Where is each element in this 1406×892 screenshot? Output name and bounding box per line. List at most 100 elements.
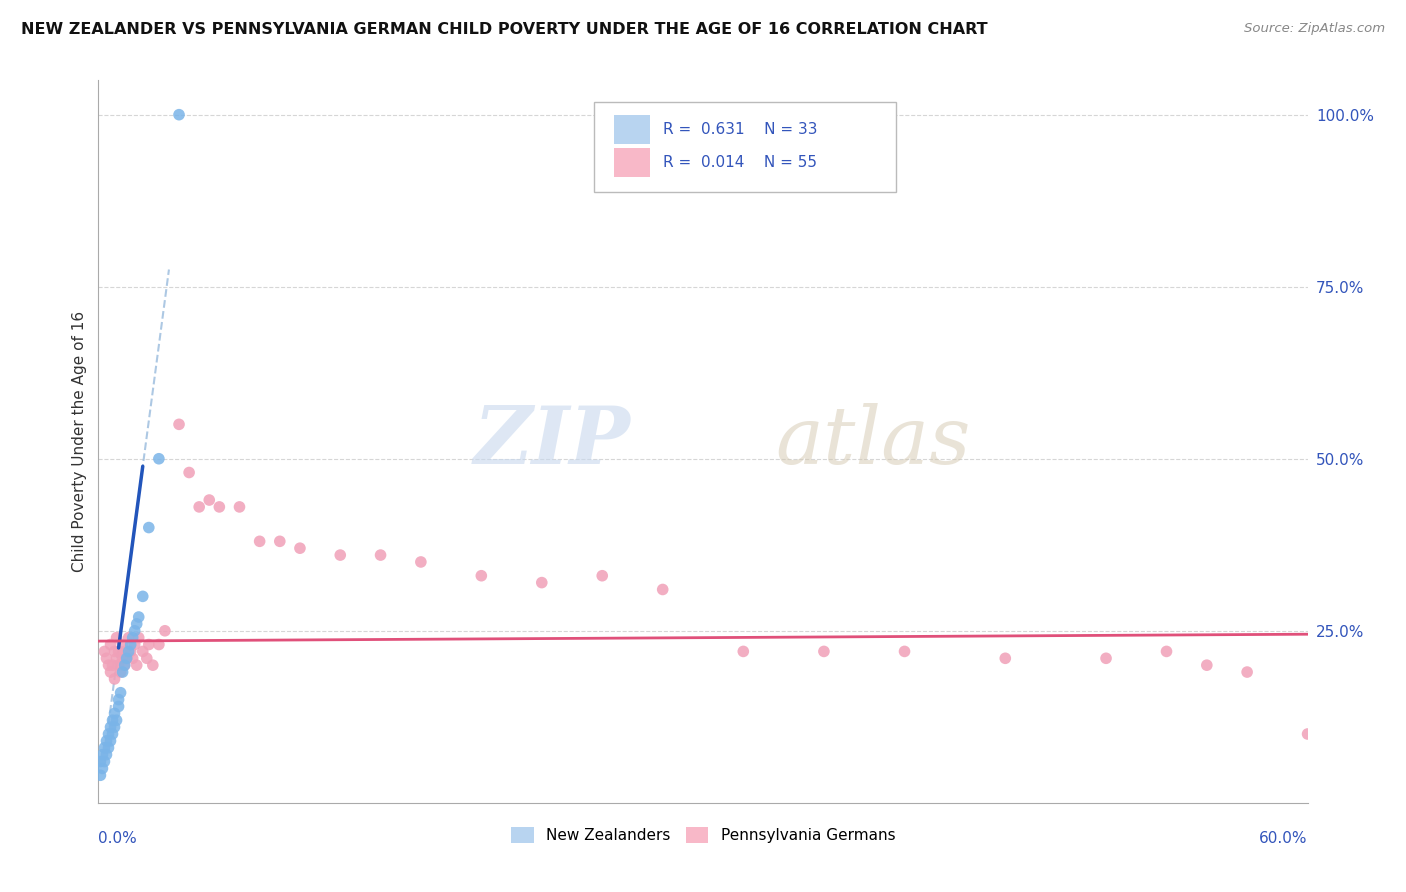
Point [591, 568, 613, 582]
Point [111, 665, 134, 679]
Point [470, 568, 492, 582]
Point [288, 541, 311, 556]
Point [96, 651, 118, 665]
FancyBboxPatch shape [595, 102, 897, 193]
Point [1156, 644, 1178, 658]
Point [124, 638, 146, 652]
Point [138, 520, 160, 534]
Point [132, 644, 155, 658]
Point [100, 734, 122, 748]
Point [813, 644, 835, 658]
Point [128, 631, 150, 645]
Point [269, 534, 291, 549]
Point [93, 740, 115, 755]
Point [111, 638, 134, 652]
Text: 0.0%: 0.0% [98, 830, 138, 846]
Point [103, 672, 125, 686]
FancyBboxPatch shape [613, 115, 650, 144]
Point [153, 624, 176, 638]
Point [148, 638, 170, 652]
Point [93, 755, 115, 769]
Text: R =  0.014    N = 55: R = 0.014 N = 55 [664, 155, 817, 170]
Point [89, 755, 111, 769]
Point [114, 658, 136, 673]
Point [101, 727, 124, 741]
Text: 60.0%: 60.0% [1260, 830, 1308, 846]
Point [115, 651, 138, 665]
Point [100, 665, 122, 679]
Point [1296, 727, 1319, 741]
Point [93, 644, 115, 658]
Point [91, 747, 114, 762]
Y-axis label: Child Poverty Under the Age of 16: Child Poverty Under the Age of 16 [72, 311, 87, 572]
Point [97, 658, 120, 673]
Point [135, 651, 157, 665]
Point [167, 108, 190, 122]
Point [125, 616, 148, 631]
Point [208, 500, 231, 514]
Point [179, 466, 201, 480]
Point [100, 638, 122, 652]
Text: Source: ZipAtlas.com: Source: ZipAtlas.com [1244, 22, 1385, 36]
Point [1236, 665, 1258, 679]
Point [96, 747, 118, 762]
Point [103, 706, 125, 721]
Point [111, 651, 134, 665]
Point [530, 575, 553, 590]
Point [1195, 658, 1218, 673]
Point [249, 534, 271, 549]
Point [198, 493, 221, 508]
Point [110, 686, 132, 700]
Point [733, 644, 755, 658]
Point [101, 658, 124, 673]
Text: NEW ZEALANDER VS PENNSYLVANIA GERMAN CHILD POVERTY UNDER THE AGE OF 16 CORRELATI: NEW ZEALANDER VS PENNSYLVANIA GERMAN CHI… [21, 22, 987, 37]
FancyBboxPatch shape [613, 148, 650, 178]
Point [118, 644, 141, 658]
Point [103, 644, 125, 658]
Point [148, 451, 170, 466]
Point [994, 651, 1017, 665]
Point [120, 644, 142, 658]
Point [97, 740, 120, 755]
Point [89, 768, 111, 782]
Point [124, 624, 146, 638]
Point [105, 651, 128, 665]
Point [167, 417, 190, 432]
Point [110, 665, 132, 679]
Point [120, 638, 142, 652]
Point [188, 500, 211, 514]
Point [107, 644, 129, 658]
Text: atlas: atlas [776, 403, 972, 480]
Point [114, 644, 136, 658]
Legend: New Zealanders, Pennsylvania Germans: New Zealanders, Pennsylvania Germans [505, 822, 901, 849]
Point [107, 699, 129, 714]
Point [121, 631, 143, 645]
Point [329, 548, 352, 562]
Text: R =  0.631    N = 33: R = 0.631 N = 33 [664, 122, 818, 136]
Point [409, 555, 432, 569]
Point [142, 658, 165, 673]
Point [105, 713, 128, 727]
Point [114, 658, 136, 673]
Point [138, 638, 160, 652]
Point [96, 734, 118, 748]
Point [651, 582, 673, 597]
Point [91, 761, 114, 775]
Text: ZIP: ZIP [474, 403, 630, 480]
Point [107, 692, 129, 706]
Point [228, 500, 250, 514]
Point [132, 590, 155, 604]
Point [128, 610, 150, 624]
Point [118, 631, 141, 645]
Point [1095, 651, 1118, 665]
Point [101, 713, 124, 727]
Point [100, 720, 122, 734]
Point [107, 658, 129, 673]
Point [125, 658, 148, 673]
Point [370, 548, 392, 562]
Point [115, 651, 138, 665]
Point [893, 644, 915, 658]
Point [103, 720, 125, 734]
Point [105, 631, 128, 645]
Point [97, 727, 120, 741]
